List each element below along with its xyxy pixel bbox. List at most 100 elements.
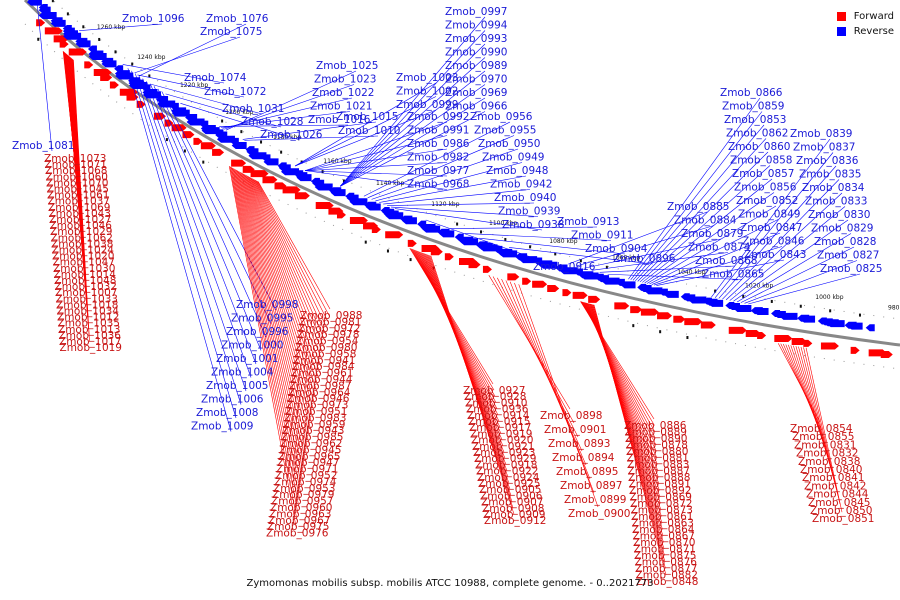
label-leader-line [394,208,543,231]
gene-label: Zmob_1026 [260,129,323,141]
label-leader-line [379,175,527,203]
gene-label: Zmob_1022 [312,87,374,99]
label-leader-line [295,109,437,167]
marker-tick [386,249,389,253]
label-leader-line [253,179,326,342]
gene-label: Zmob_0925 [478,478,540,490]
label-leader-line [593,304,667,576]
forward-gene-arrow [68,48,87,56]
gene-label: Zmob_0956 [470,111,533,123]
label-leader-line [236,170,306,470]
gene-label: Zmob_0921 [472,441,534,453]
gene-label: Zmob_0846 [742,236,805,248]
gene-label: Zmob_0919 [470,428,532,440]
kbp-tick-label: 1040 kbp [677,269,705,276]
label-leader-line [425,219,574,273]
gene-label: Zmob_0825 [820,263,882,275]
label-leader-line [256,180,329,322]
gene-label: Zmob_0999 [396,99,458,111]
label-leader-line [575,225,715,267]
gene-label: Zmob_1035 [58,318,120,330]
gene-label: Zmob_1032 [55,281,117,293]
label-leader-line [153,86,267,338]
forward-gene-arrow [212,148,225,156]
forward-gene-arrow [614,302,630,310]
reverse-gene-arrow [296,174,312,182]
gene-label: Zmob_0829 [811,223,873,235]
gene-label: Zmob_0878 [626,440,688,452]
forward-gene-arrow [385,231,404,239]
forward-gene-arrow [36,19,46,27]
reverse-gene-arrow [349,198,368,206]
label-leader-line [242,121,377,140]
label-leader-line [142,78,252,378]
forward-gene-arrow [193,137,203,145]
marker-tick [432,266,435,270]
reverse-gene-arrow [75,40,91,48]
forward-gene-arrow [200,142,216,150]
label-leader-line [628,97,761,280]
label-leader-line [244,135,379,141]
label-leader-line [230,166,299,514]
gene-label: Zmob_0986 [407,138,470,150]
gene-label: Zmob_0872 [630,498,692,510]
gene-label: Zmob_0914 [467,410,530,422]
label-leader-line [295,82,437,167]
label-leader-line [637,151,769,282]
gene-label: Zmob_0942 [490,179,552,191]
forward-gene-arrow [572,291,588,299]
gene-label: Zmob_0905 [479,484,541,496]
marker-tick [321,170,324,174]
forward-gene-arrow [588,295,601,303]
gene-label: Zmob_0874 [688,242,751,254]
gene-label: Zmob_1072 [204,86,266,98]
reverse-gene-arrow [663,290,679,298]
reverse-gene-arrow [688,296,707,304]
label-leader-line [651,232,781,285]
reverse-gene-arrow [314,183,333,191]
label-leader-line [305,170,448,177]
label-leader-line [387,202,535,206]
gene-label: Zmob_0913 [557,216,619,228]
kbp-tick-label: 1080 kbp [549,238,577,245]
reverse-gene-arrow [708,299,724,307]
kbp-tick-label: 1020 kbp [745,282,773,289]
marker-tick [260,140,263,144]
gene-label: Zmob_1031 [222,103,284,115]
forward-gene-arrow [673,315,686,323]
gene-label: Zmob_0950 [478,138,540,150]
gene-label: Zmob_0857 [732,168,794,180]
label-leader-line [419,251,504,447]
label-leader-line [599,265,736,273]
gene-label: Zmob_1004 [211,367,274,379]
gene-label: Zmob_0909 [483,509,545,521]
gene-label: Zmob_0894 [552,452,615,464]
gene-label: Zmob_0911 [571,230,633,242]
gene-label: Zmob_0968 [407,179,469,191]
reverse-gene-arrow [865,324,875,332]
marker-tick [480,230,483,234]
gene-label: Zmob_1030 [53,263,115,275]
marker-tick [742,294,745,298]
label-leader-line [36,0,53,152]
gene-label: Zmob_1019 [60,342,122,354]
label-leader-line [134,36,241,74]
forward-gene-arrow [482,265,492,273]
label-leader-line [228,166,297,527]
legend: Forward Reverse [836,9,894,39]
gene-label: Zmob_0912 [484,515,546,527]
forward-gene-arrow [294,192,310,200]
forward-gene-arrow [262,176,278,184]
forward-gene-arrow [791,337,807,345]
reverse-gene-arrow [101,60,117,68]
label-leader-line [138,75,247,392]
gene-label: Zmob_0837 [793,142,855,154]
label-leader-line [518,284,599,508]
gene-label: Zmob_0836 [796,155,859,167]
gene-label: Zmob_1009 [191,421,253,433]
label-leader-line [122,64,225,84]
gene-label: Zmob_0892 [629,485,691,497]
marker-tick [605,265,608,269]
